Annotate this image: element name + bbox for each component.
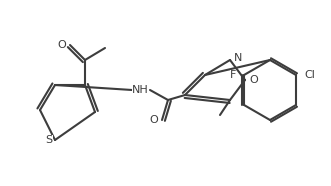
- Text: O: O: [249, 75, 258, 85]
- Text: S: S: [45, 135, 53, 145]
- Text: O: O: [149, 115, 158, 125]
- Text: F: F: [230, 70, 236, 80]
- Text: O: O: [57, 40, 66, 50]
- Text: NH: NH: [132, 85, 148, 95]
- Text: N: N: [234, 53, 242, 63]
- Text: Cl: Cl: [304, 70, 315, 80]
